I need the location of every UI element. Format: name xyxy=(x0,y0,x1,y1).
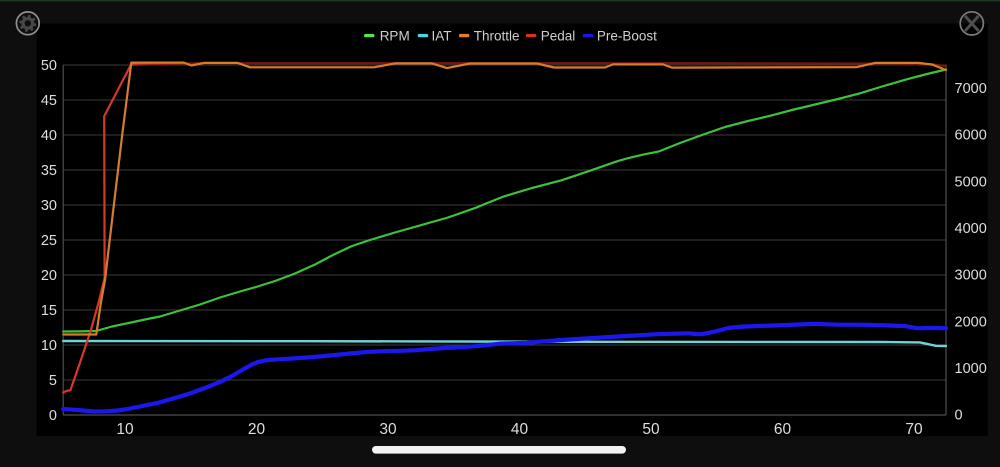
svg-text:3000: 3000 xyxy=(955,268,987,284)
svg-text:20: 20 xyxy=(41,268,57,284)
svg-text:45: 45 xyxy=(41,93,57,109)
svg-text:70: 70 xyxy=(905,421,923,438)
svg-text:30: 30 xyxy=(41,198,57,214)
svg-text:Pedal: Pedal xyxy=(541,29,576,44)
svg-text:10: 10 xyxy=(116,421,134,438)
svg-text:IAT: IAT xyxy=(432,29,452,44)
svg-text:Pre-Boost: Pre-Boost xyxy=(597,29,657,44)
svg-text:0: 0 xyxy=(49,408,57,424)
svg-text:5000: 5000 xyxy=(955,174,987,190)
svg-text:60: 60 xyxy=(774,421,792,438)
svg-text:40: 40 xyxy=(511,421,529,438)
svg-text:Throttle: Throttle xyxy=(474,29,520,44)
svg-text:50: 50 xyxy=(41,58,57,74)
svg-text:4000: 4000 xyxy=(955,221,987,237)
svg-text:40: 40 xyxy=(41,128,57,144)
svg-text:2000: 2000 xyxy=(955,314,987,330)
svg-text:15: 15 xyxy=(41,303,57,319)
svg-text:6000: 6000 xyxy=(955,128,987,144)
svg-text:0: 0 xyxy=(955,408,963,424)
svg-text:RPM: RPM xyxy=(380,29,410,44)
svg-text:30: 30 xyxy=(379,421,397,438)
svg-text:5: 5 xyxy=(49,373,57,389)
svg-text:25: 25 xyxy=(41,233,57,249)
svg-text:50: 50 xyxy=(642,421,660,438)
svg-text:20: 20 xyxy=(248,421,266,438)
svg-text:1000: 1000 xyxy=(955,361,987,377)
svg-text:10: 10 xyxy=(41,338,57,354)
svg-text:35: 35 xyxy=(41,163,57,179)
svg-text:7000: 7000 xyxy=(955,81,987,97)
